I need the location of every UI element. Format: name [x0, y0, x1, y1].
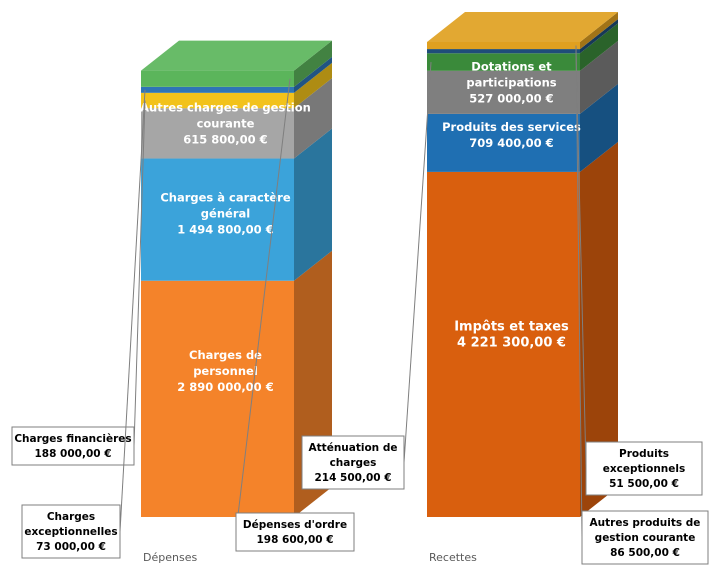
bar-charges-exceptionnelles: [141, 86, 294, 93]
bar-impots-et-taxes: [427, 171, 580, 518]
bar-side-depenses-d-ordre: [294, 40, 332, 87]
bar-depenses-d-ordre: [141, 70, 294, 87]
callout-value-produits-exceptionnels: 51 500,00 €: [609, 478, 679, 490]
segment-label-autres-charges-de-gestion-courante: Autres charges de gestion: [140, 100, 311, 114]
segment-label-dotations-et-participations: Dotations et: [471, 59, 552, 73]
bar-charges-financieres: [141, 92, 294, 109]
callout-label-produits-exceptionnels: Produits: [619, 448, 669, 460]
callout-label-produits-exceptionnels: exceptionnels: [603, 463, 686, 475]
bar-produits-des-services: [427, 113, 580, 172]
bar-dotations-et-participations: [427, 70, 580, 114]
value-label-impots-et-taxes: 4 221 300,00 €: [457, 335, 566, 350]
callout-value-depenses-d-ordre: 198 600,00 €: [256, 534, 333, 546]
callout-box-charges-financieres: [11, 426, 135, 466]
callout-box-charges-exceptionnelles: [21, 504, 121, 559]
segment-label-autres-charges-de-gestion-courante: courante: [197, 116, 255, 130]
callout-value-charges-financieres: 188 000,00 €: [34, 448, 111, 460]
callout-label-charges-exceptionnelles: exceptionnelles: [24, 526, 117, 538]
category-label-recettes: Recettes: [429, 551, 477, 564]
bar-side-produits-exceptionnels: [580, 19, 618, 54]
callout-leader-charges-financieres: [133, 100, 146, 447]
bar-produits-exceptionnels: [427, 49, 580, 54]
bar-attenuation-de-charges: [427, 53, 580, 71]
bar-autres-charges-de-gestion-courante: [141, 108, 294, 159]
bar-top-autres-produits-de-gestion-courante: [427, 12, 618, 42]
segment-label-charges-a-caractere-general: général: [201, 207, 250, 221]
callout-box-attenuation-de-charges: [301, 435, 405, 490]
callout-label-autres-produits-de-gestion-courante: Autres produits de: [590, 517, 701, 529]
value-label-charges-de-personnel: 2 890 000,00 €: [177, 380, 273, 394]
callout-box-produits-exceptionnels: [585, 441, 703, 496]
column-recettes: [427, 12, 618, 518]
callout-value-attenuation-de-charges: 214 500,00 €: [314, 472, 391, 484]
bar-side-charges-exceptionnelles: [294, 56, 332, 93]
callout-leader-charges-exceptionnelles: [119, 89, 146, 532]
callout-label-charges-exceptionnelles: Charges: [47, 511, 95, 523]
bar-side-attenuation-de-charges: [580, 23, 618, 71]
bar-side-autres-charges-de-gestion-courante: [294, 78, 332, 159]
bar-side-charges-a-caractere-general: [294, 128, 332, 281]
category-label-depenses: Dépenses: [143, 551, 197, 564]
value-label-produits-des-services: 709 400,00 €: [469, 136, 553, 150]
bar-side-produits-des-services: [580, 83, 618, 172]
callout-label-charges-financieres: Charges financières: [14, 433, 131, 445]
callout-label-attenuation-de-charges: charges: [330, 457, 377, 469]
callout-label-attenuation-de-charges: Atténuation de: [309, 442, 398, 454]
value-label-dotations-et-participations: 527 000,00 €: [469, 91, 553, 105]
segment-label-produits-des-services: Produits des services: [442, 120, 581, 134]
callout-label-autres-produits-de-gestion-courante: gestion courante: [595, 532, 696, 544]
segment-label-charges-a-caractere-general: Charges à caractère: [160, 191, 290, 205]
value-label-charges-a-caractere-general: 1 494 800,00 €: [177, 223, 273, 237]
segment-label-charges-de-personnel: personnel: [193, 364, 258, 378]
segment-label-dotations-et-participations: participations: [466, 75, 556, 89]
bar-autres-produits-de-gestion-courante: [427, 42, 580, 50]
bar-side-impots-et-taxes: [580, 141, 618, 518]
bar-side-autres-produits-de-gestion-courante: [580, 12, 618, 50]
bar-side-charges-financieres: [294, 62, 332, 109]
callout-label-depenses-d-ordre: Dépenses d'ordre: [243, 519, 347, 531]
callout-leader-produits-exceptionnels: [575, 51, 587, 469]
callout-leader-attenuation-de-charges: [403, 62, 432, 463]
callout-leader-depenses-d-ordre: [235, 78, 291, 533]
callout-box-depenses-d-ordre: [235, 512, 355, 552]
bar-top-depenses-d-ordre: [141, 40, 332, 71]
column-depenses: [141, 40, 332, 517]
value-label-autres-charges-de-gestion-courante: 615 800,00 €: [183, 132, 267, 146]
callout-value-charges-exceptionnelles: 73 000,00 €: [36, 541, 106, 553]
callout-box-autres-produits-de-gestion-courante: [581, 510, 709, 565]
segment-label-impots-et-taxes: Impôts et taxes: [454, 319, 569, 334]
segment-label-charges-de-personnel: Charges de: [189, 348, 262, 362]
bar-charges-de-personnel: [141, 280, 294, 517]
bar-side-dotations-et-participations: [580, 40, 618, 114]
callout-leader-autres-produits-de-gestion-courante: [575, 45, 583, 538]
callout-value-autres-produits-de-gestion-courante: 86 500,00 €: [610, 547, 680, 559]
